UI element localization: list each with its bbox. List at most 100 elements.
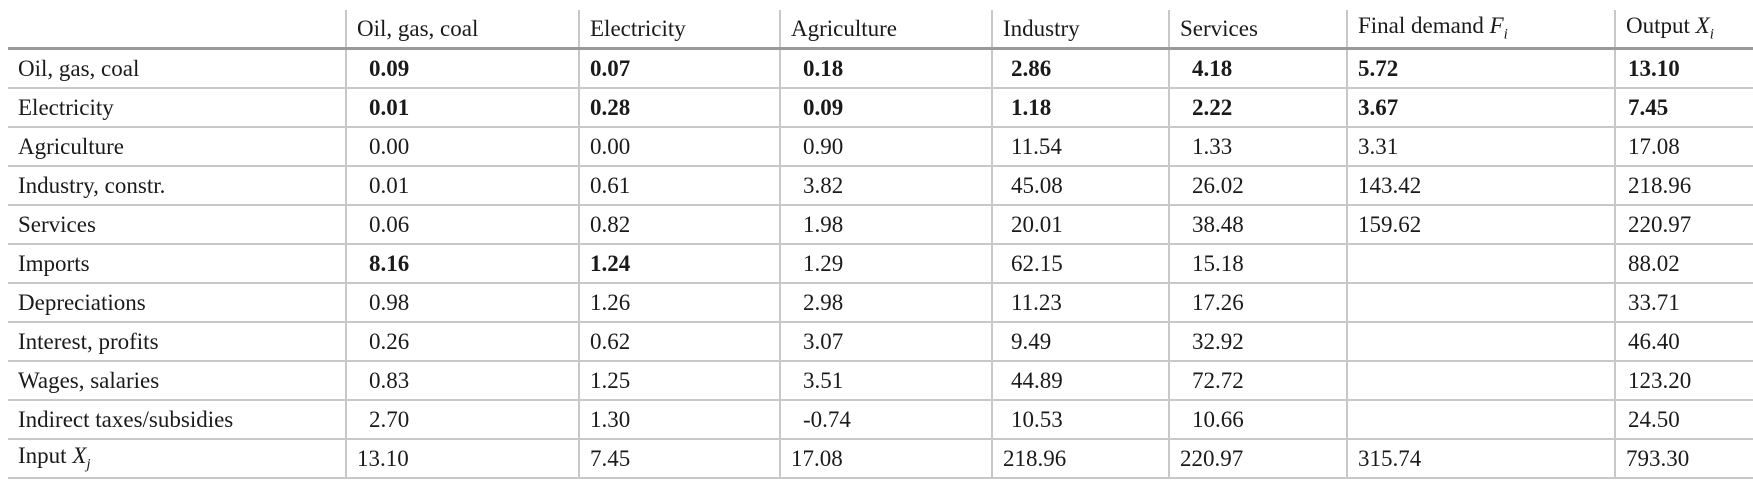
table-cell: 0.62 — [578, 322, 780, 362]
table-cell: 1.29 — [779, 244, 992, 284]
input-cell: 793.30 — [1614, 439, 1753, 479]
table-row: Industry, constr. 0.01 0.61 3.82 45.08 26.02 1… — [8, 166, 1753, 206]
row-label: Services — [8, 205, 346, 245]
table-cell: 0.18 — [779, 48, 992, 89]
table-cell: 24.50 — [1614, 400, 1753, 440]
header-row: Oil, gas, coal Electricity Agriculture I… — [8, 10, 1753, 50]
table-cell: 0.07 — [578, 48, 780, 89]
table-cell: 3.82 — [779, 166, 992, 206]
table-cell — [1346, 244, 1615, 284]
table-row: Agriculture 0.00 0.00 0.90 11.54 1.33 3.31 17.0… — [8, 127, 1753, 167]
table-row: Indirect taxes/subsidies 2.70 1.30 -0.74 10.… — [8, 400, 1753, 440]
table-cell: 11.23 — [991, 283, 1169, 323]
table-cell: 0.09 — [345, 48, 579, 89]
table-row: Depreciations 0.98 1.26 2.98 11.23 17.26 33.71 — [8, 283, 1753, 323]
table-cell: 11.54 — [991, 127, 1169, 167]
table-cell — [1346, 400, 1615, 440]
table-cell: 15.18 — [1168, 244, 1347, 284]
header-oil-gas-coal: Oil, gas, coal — [345, 10, 579, 50]
table-cell: 0.00 — [345, 127, 579, 167]
table-cell: 123.20 — [1614, 361, 1753, 401]
table-cell: 2.22 — [1168, 88, 1347, 128]
table-body: Oil, gas, coal 0.09 0.07 0.18 2.86 4.18 5.72 13… — [8, 48, 1753, 440]
table-cell: 220.97 — [1614, 205, 1753, 245]
corner-cell — [8, 10, 346, 50]
input-cell: 7.45 — [578, 439, 780, 479]
table-cell: 17.08 — [1614, 127, 1753, 167]
table-cell — [1346, 322, 1615, 362]
table-row: Services 0.06 0.82 1.98 20.01 38.48 159.62 220.… — [8, 205, 1753, 245]
table-cell: 9.49 — [991, 322, 1169, 362]
table-cell: 0.00 — [578, 127, 780, 167]
table-cell: 46.40 — [1614, 322, 1753, 362]
header-output: Output Xi — [1614, 10, 1753, 50]
table-cell: 1.30 — [578, 400, 780, 440]
table-row: Wages, salaries 0.83 1.25 3.51 44.89 72.72 123… — [8, 361, 1753, 401]
header-industry: Industry — [991, 10, 1169, 50]
table-cell: 10.53 — [991, 400, 1169, 440]
row-label: Electricity — [8, 88, 346, 128]
table-cell: 0.28 — [578, 88, 780, 128]
table-cell: 17.26 — [1168, 283, 1347, 323]
header-electricity: Electricity — [578, 10, 780, 50]
table-cell: 38.48 — [1168, 205, 1347, 245]
table-cell: 0.01 — [345, 166, 579, 206]
table-cell: 1.24 — [578, 244, 780, 284]
table-cell: 5.72 — [1346, 48, 1615, 89]
table-cell: 2.98 — [779, 283, 992, 323]
table-cell: 4.18 — [1168, 48, 1347, 89]
table-row: Interest, profits 0.26 0.62 3.07 9.49 32.92 46… — [8, 322, 1753, 362]
table-cell: 8.16 — [345, 244, 579, 284]
table-cell: 45.08 — [991, 166, 1169, 206]
input-cell: 13.10 — [345, 439, 579, 479]
table-cell: 1.33 — [1168, 127, 1347, 167]
table-cell: 0.98 — [345, 283, 579, 323]
table-cell: 13.10 — [1614, 48, 1753, 89]
table-cell: 1.18 — [991, 88, 1169, 128]
row-label: Depreciations — [8, 283, 346, 323]
table-cell: 0.61 — [578, 166, 780, 206]
table-row: Oil, gas, coal 0.09 0.07 0.18 2.86 4.18 5.72 13… — [8, 48, 1753, 89]
table-cell: 3.67 — [1346, 88, 1615, 128]
table-cell: 72.72 — [1168, 361, 1347, 401]
table-cell — [1346, 283, 1615, 323]
table-cell: 143.42 — [1346, 166, 1615, 206]
header-final-demand: Final demand Fi — [1346, 10, 1615, 50]
table-cell: 7.45 — [1614, 88, 1753, 128]
row-label: Imports — [8, 244, 346, 284]
input-cell: 17.08 — [779, 439, 992, 479]
input-symbol: Xj — [72, 443, 91, 473]
table-cell: 3.31 — [1346, 127, 1615, 167]
table-cell: 88.02 — [1614, 244, 1753, 284]
table-cell: 1.26 — [578, 283, 780, 323]
table-cell: 44.89 — [991, 361, 1169, 401]
table-cell: 2.86 — [991, 48, 1169, 89]
table-cell: 20.01 — [991, 205, 1169, 245]
table-cell: 3.07 — [779, 322, 992, 362]
table-cell: 0.06 — [345, 205, 579, 245]
row-label: Oil, gas, coal — [8, 48, 346, 89]
table-cell: 10.66 — [1168, 400, 1347, 440]
row-label: Agriculture — [8, 127, 346, 167]
input-output-table: Oil, gas, coal Electricity Agriculture I… — [8, 10, 1753, 479]
table-cell: 0.01 — [345, 88, 579, 128]
final-demand-symbol: Fi — [1489, 13, 1508, 43]
table-cell: 1.98 — [779, 205, 992, 245]
input-cell: 218.96 — [991, 439, 1169, 479]
input-row: Input Xj 13.10 7.45 17.08 218.96 220.97 … — [8, 439, 1753, 479]
row-label: Indirect taxes/subsidies — [8, 400, 346, 440]
row-label: Wages, salaries — [8, 361, 346, 401]
header-services: Services — [1168, 10, 1347, 50]
table-cell: 3.51 — [779, 361, 992, 401]
table-cell: 2.70 — [345, 400, 579, 440]
table-cell: -0.74 — [779, 400, 992, 440]
header-agriculture: Agriculture — [779, 10, 992, 50]
input-row-label: Input Xj — [8, 439, 346, 479]
header-output-label: Output — [1626, 13, 1690, 39]
table-row: Imports 8.16 1.24 1.29 62.15 15.18 88.02 — [8, 244, 1753, 284]
table-cell — [1346, 361, 1615, 401]
table-cell: 62.15 — [991, 244, 1169, 284]
table-cell: 0.83 — [345, 361, 579, 401]
table-cell: 32.92 — [1168, 322, 1347, 362]
output-symbol: Xi — [1695, 13, 1714, 43]
